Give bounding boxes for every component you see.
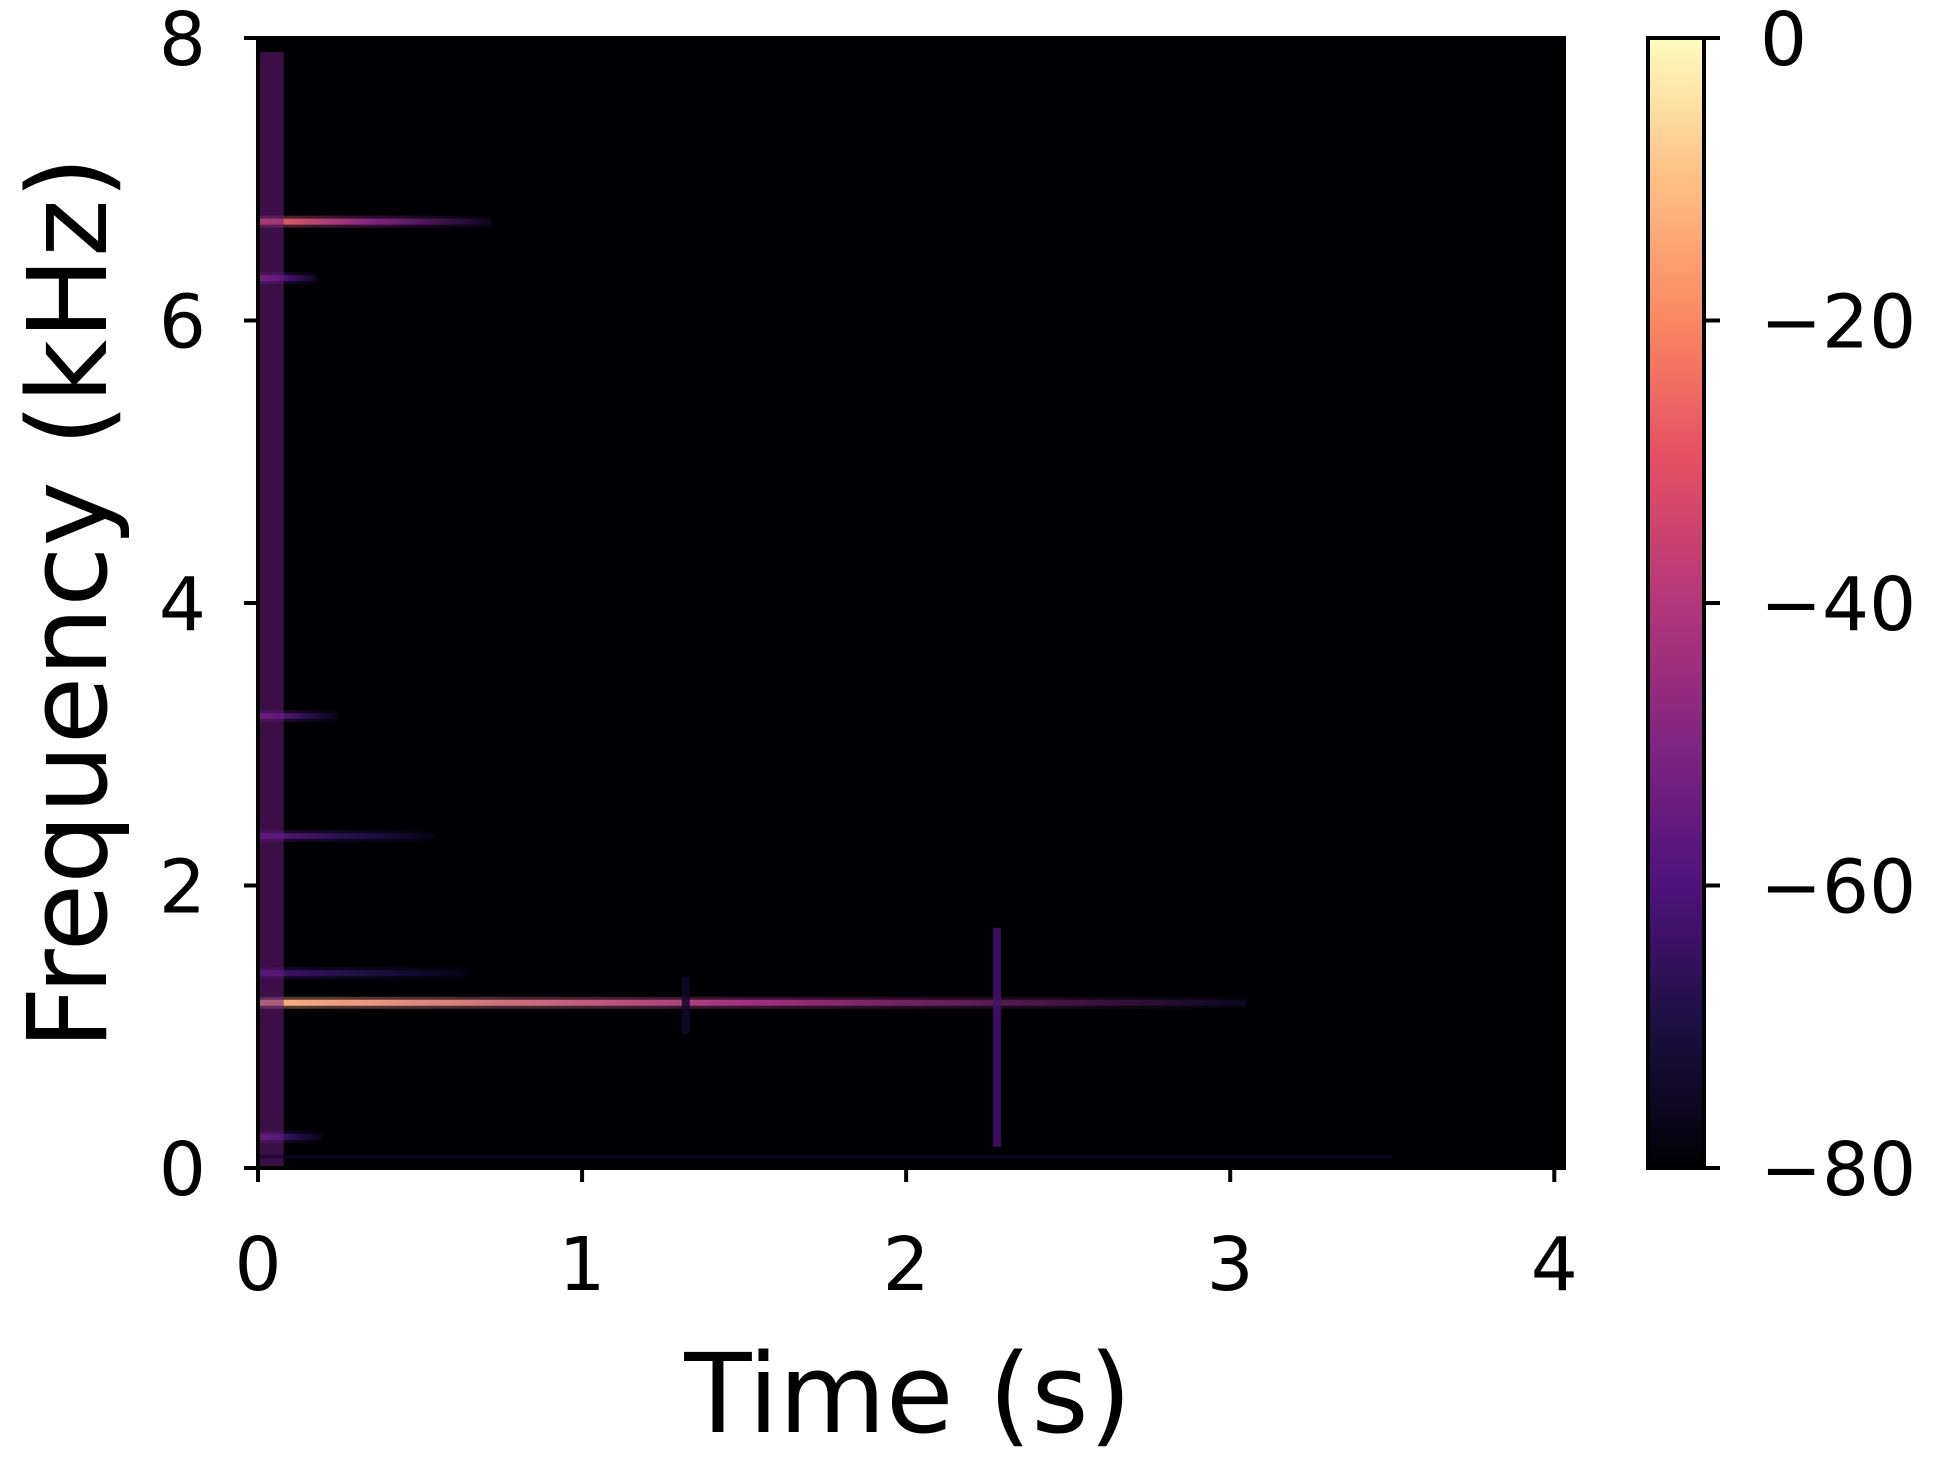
spectrogram-features <box>258 52 1393 1168</box>
onset-band <box>258 52 284 1168</box>
colorbar-tick-label: −80 <box>1760 1127 1916 1213</box>
harmonic-line <box>258 970 469 977</box>
harmonic-line <box>258 1133 323 1140</box>
y-tick-label: 0 <box>159 1127 206 1213</box>
harmonic-line <box>258 275 317 282</box>
y-tick-label: 6 <box>159 280 206 366</box>
x-tick-label: 0 <box>234 1222 281 1308</box>
harmonic-line <box>258 218 492 225</box>
y-tick-label: 4 <box>159 562 206 648</box>
colorbar <box>1646 36 1706 1170</box>
y-axis-ticks: 0 2 4 6 8 <box>159 0 258 1213</box>
y-axis-label: Frequency (kHz) <box>4 156 132 1049</box>
x-tick-label: 2 <box>883 1222 930 1308</box>
harmonic-line <box>258 833 437 840</box>
harmonic-line <box>258 999 1247 1006</box>
transient-line <box>992 927 1001 1147</box>
harmonic-line <box>258 713 340 719</box>
colorbar-tick-label: −40 <box>1760 562 1916 648</box>
colorbar-tick-label: −60 <box>1760 845 1916 931</box>
colorbar-tick-label: −20 <box>1760 280 1916 366</box>
x-axis-ticks: 0 1 2 3 4 <box>234 1168 1578 1308</box>
y-tick-label: 2 <box>159 845 206 931</box>
transient-line <box>681 977 690 1034</box>
x-axis-label: Time (s) <box>683 1330 1131 1458</box>
x-tick-label: 4 <box>1531 1222 1578 1308</box>
low-frequency-noise <box>258 1154 1393 1159</box>
y-tick-label: 8 <box>159 0 206 83</box>
x-tick-label: 3 <box>1207 1222 1254 1308</box>
colorbar-ticks: 0 −20 −40 −60 −80 <box>1704 0 1916 1213</box>
x-tick-label: 1 <box>559 1222 606 1308</box>
colorbar-tick-label: 0 <box>1760 0 1807 83</box>
